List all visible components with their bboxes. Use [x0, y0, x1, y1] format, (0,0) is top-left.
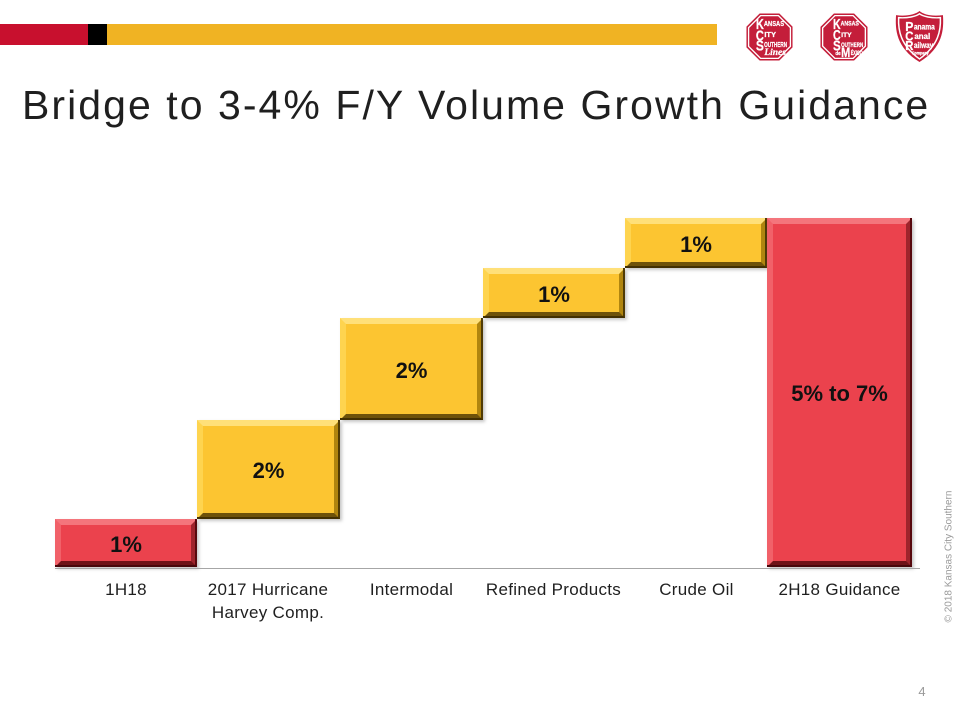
svg-text:C: C [905, 28, 913, 43]
svg-text:ITY: ITY [841, 32, 852, 39]
svg-text:K: K [833, 17, 841, 33]
svg-text:M: M [841, 44, 850, 60]
svg-text:R: R [905, 38, 913, 53]
svg-text:S: S [756, 39, 764, 55]
svg-text:P: P [905, 19, 914, 34]
svg-text:anama: anama [914, 21, 935, 31]
svg-text:Company: Company [912, 50, 929, 55]
svg-text:ANSAS: ANSAS [764, 21, 784, 28]
svg-text:ailway: ailway [914, 40, 933, 50]
svg-text:OUTHERN: OUTHERN [764, 42, 787, 49]
svg-text:OUTHERN: OUTHERN [841, 42, 863, 49]
svg-text:ANSAS: ANSAS [841, 20, 860, 27]
svg-text:Lines: Lines [763, 47, 786, 58]
svg-text:ITY: ITY [764, 32, 776, 39]
svg-text:C: C [833, 28, 841, 44]
svg-text:K: K [756, 17, 764, 33]
svg-text:C: C [756, 29, 764, 45]
svg-text:ÉXICO: ÉXICO [851, 48, 863, 57]
svg-text:de: de [835, 51, 840, 57]
svg-text:anal: anal [914, 31, 930, 41]
svg-text:S: S [833, 38, 841, 54]
